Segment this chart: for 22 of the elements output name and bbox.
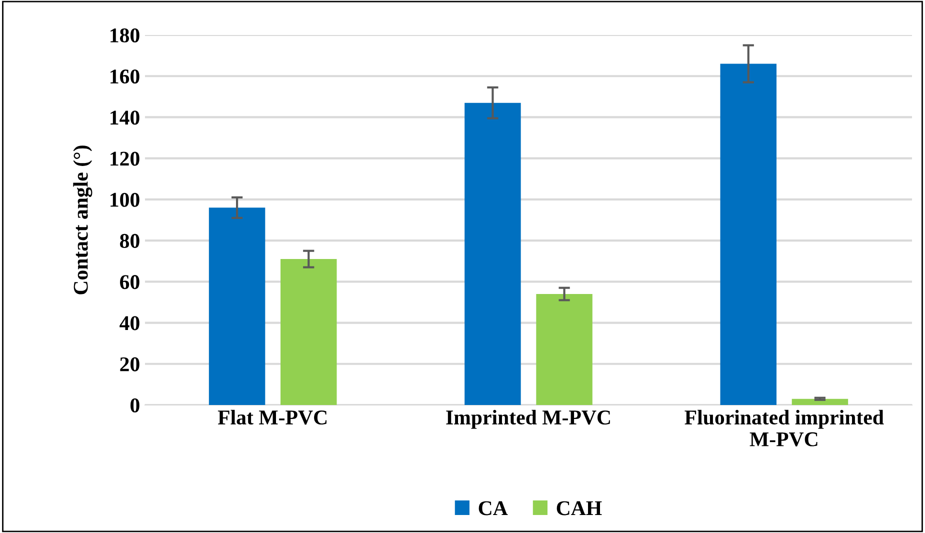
y-axis-title: Contact angle (°) (73, 146, 92, 294)
y-tick-label: 80 (120, 234, 140, 248)
y-tick-label: 0 (130, 398, 140, 412)
y-tick-label: 140 (110, 110, 140, 125)
bar (536, 294, 592, 405)
x-tick-label: Fluorinated imprinted M-PVC (684, 410, 884, 446)
bar (280, 259, 337, 405)
x-tick-label: Flat M-PVC (218, 410, 326, 425)
bar (792, 398, 848, 405)
y-tick-label: 120 (110, 152, 140, 166)
legend-label: CA (478, 501, 508, 516)
bar (464, 102, 521, 405)
y-tick-label: 100 (110, 192, 140, 207)
y-tick-label: 20 (120, 357, 140, 372)
y-tick-label: 40 (120, 316, 140, 330)
bar (720, 64, 776, 405)
legend-label: CAH (556, 501, 602, 516)
y-tick-label: 160 (110, 69, 140, 84)
y-tick-label: 60 (120, 275, 140, 290)
y-tick-label: 180 (110, 28, 140, 42)
bar (208, 208, 266, 405)
x-tick-label: Imprinted M-PVC (446, 410, 610, 429)
